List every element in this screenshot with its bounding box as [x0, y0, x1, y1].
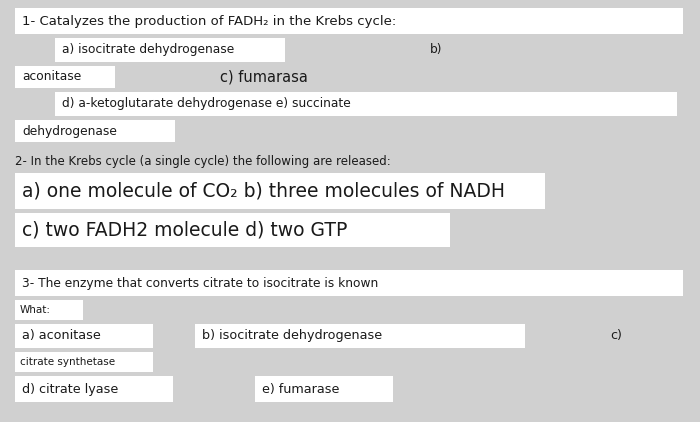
FancyBboxPatch shape [55, 38, 285, 62]
Text: a) aconitase: a) aconitase [22, 330, 101, 343]
Text: a) one molecule of CO₂ b) three molecules of NADH: a) one molecule of CO₂ b) three molecule… [22, 181, 505, 200]
FancyBboxPatch shape [15, 352, 153, 372]
Text: What:: What: [20, 305, 51, 315]
FancyBboxPatch shape [15, 324, 153, 348]
Text: c): c) [610, 330, 622, 343]
Text: e) fumarase: e) fumarase [262, 382, 340, 395]
FancyBboxPatch shape [15, 300, 83, 320]
FancyBboxPatch shape [15, 213, 450, 247]
Text: d) citrate lyase: d) citrate lyase [22, 382, 118, 395]
FancyBboxPatch shape [255, 376, 393, 402]
Text: 1- Catalyzes the production of FADH₂ in the Krebs cycle:: 1- Catalyzes the production of FADH₂ in … [22, 14, 396, 27]
FancyBboxPatch shape [15, 270, 683, 296]
Text: d) a-ketoglutarate dehydrogenase e) succinate: d) a-ketoglutarate dehydrogenase e) succ… [62, 97, 351, 111]
Text: 3- The enzyme that converts citrate to isocitrate is known: 3- The enzyme that converts citrate to i… [22, 276, 378, 289]
Text: 2- In the Krebs cycle (a single cycle) the following are released:: 2- In the Krebs cycle (a single cycle) t… [15, 155, 391, 168]
FancyBboxPatch shape [195, 324, 525, 348]
Text: dehydrogenase: dehydrogenase [22, 124, 117, 138]
Text: c) two FADH2 molecule d) two GTP: c) two FADH2 molecule d) two GTP [22, 221, 347, 240]
FancyBboxPatch shape [15, 66, 115, 88]
FancyBboxPatch shape [15, 376, 173, 402]
FancyBboxPatch shape [55, 92, 677, 116]
Text: a) isocitrate dehydrogenase: a) isocitrate dehydrogenase [62, 43, 234, 57]
Text: c) fumarasa: c) fumarasa [220, 70, 308, 84]
FancyBboxPatch shape [15, 173, 545, 209]
Text: aconitase: aconitase [22, 70, 81, 84]
Text: b) isocitrate dehydrogenase: b) isocitrate dehydrogenase [202, 330, 382, 343]
FancyBboxPatch shape [15, 120, 175, 142]
FancyBboxPatch shape [15, 8, 683, 34]
Text: b): b) [430, 43, 442, 57]
Text: citrate synthetase: citrate synthetase [20, 357, 115, 367]
